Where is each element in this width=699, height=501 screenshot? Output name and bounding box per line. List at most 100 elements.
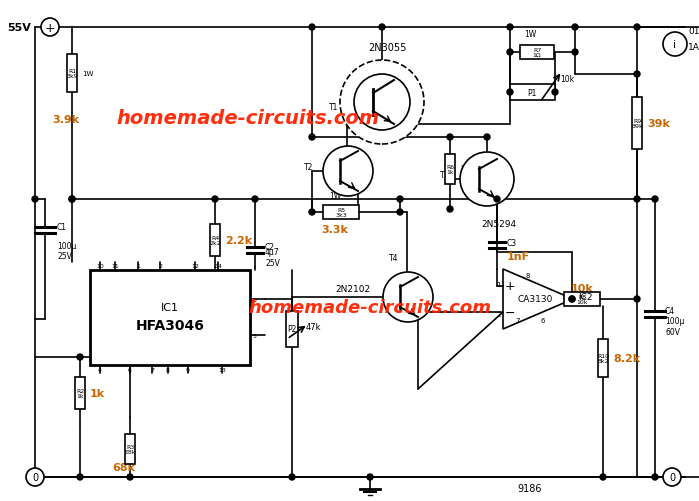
Circle shape: [652, 196, 658, 202]
Text: 3.3k: 3.3k: [322, 224, 348, 234]
Bar: [510, 85, 554, 101]
Circle shape: [340, 61, 424, 145]
Text: R3
68k: R3 68k: [124, 444, 136, 454]
Text: T1: T1: [329, 103, 339, 112]
Text: 9186: 9186: [518, 483, 542, 493]
Text: 10k: 10k: [570, 284, 593, 294]
Bar: [210, 224, 220, 257]
Text: R8
10k: R8 10k: [576, 294, 588, 305]
Text: T3: T3: [440, 170, 449, 179]
Circle shape: [663, 33, 687, 57]
Text: 2.2k: 2.2k: [225, 235, 252, 245]
Text: 3: 3: [575, 297, 579, 303]
Text: 14: 14: [214, 263, 222, 268]
Text: +: +: [45, 22, 55, 35]
Text: R9
39k: R9 39k: [631, 118, 643, 129]
Text: 7: 7: [150, 367, 154, 372]
Text: 10: 10: [96, 263, 104, 268]
Text: 4: 4: [98, 367, 102, 372]
Circle shape: [383, 273, 433, 322]
Circle shape: [447, 206, 453, 212]
Text: 100μ
25V: 100μ 25V: [57, 241, 76, 261]
Circle shape: [572, 50, 578, 56]
Text: 1W: 1W: [82, 71, 94, 77]
Bar: [564, 293, 600, 307]
Text: 6: 6: [128, 367, 132, 372]
Bar: [632, 98, 642, 150]
Text: C4: C4: [665, 307, 675, 316]
Circle shape: [552, 90, 558, 96]
Circle shape: [212, 196, 218, 202]
Circle shape: [507, 25, 513, 31]
Text: 0: 0: [669, 472, 675, 482]
Text: 2N3055: 2N3055: [368, 43, 406, 53]
Text: 3: 3: [253, 297, 257, 302]
Circle shape: [484, 135, 490, 141]
Text: R10
8k2: R10 8k2: [597, 353, 609, 364]
Text: 7: 7: [516, 317, 520, 323]
Text: 2N2102: 2N2102: [335, 285, 370, 294]
Text: R4
2k2: R4 2k2: [209, 235, 221, 246]
Circle shape: [569, 297, 575, 303]
Text: 1W: 1W: [524, 30, 536, 39]
Text: 1: 1: [496, 282, 501, 288]
Circle shape: [289, 474, 295, 480]
Text: 39k: 39k: [647, 119, 670, 129]
Text: 1nF: 1nF: [507, 252, 530, 262]
Circle shape: [323, 147, 373, 196]
Text: 47k: 47k: [306, 323, 322, 332]
Circle shape: [69, 196, 75, 202]
Circle shape: [397, 209, 403, 215]
Text: 5: 5: [253, 333, 257, 338]
Text: 1A: 1A: [688, 44, 699, 53]
Text: 2: 2: [158, 263, 162, 268]
Text: 1k: 1k: [460, 165, 475, 175]
Circle shape: [127, 474, 133, 480]
Text: P2: P2: [287, 325, 296, 334]
Circle shape: [77, 474, 83, 480]
Bar: [598, 339, 608, 377]
Text: IC1: IC1: [161, 303, 179, 313]
Circle shape: [41, 19, 59, 37]
Text: +: +: [505, 280, 515, 293]
Circle shape: [309, 135, 315, 141]
Circle shape: [634, 297, 640, 303]
Text: R5
3k3: R5 3k3: [335, 207, 347, 218]
Text: T2: T2: [303, 162, 313, 171]
Text: 4μ7
25V: 4μ7 25V: [265, 248, 280, 267]
Circle shape: [397, 196, 403, 202]
Circle shape: [379, 25, 385, 31]
Circle shape: [572, 25, 578, 31]
Text: 0: 0: [32, 472, 38, 482]
Text: 13: 13: [218, 367, 226, 372]
Text: 100μ
60V: 100μ 60V: [665, 317, 684, 336]
Text: 3.9k: 3.9k: [52, 115, 79, 125]
Text: 2N2102: 2N2102: [326, 209, 361, 218]
Circle shape: [32, 196, 38, 202]
Text: 2N5294: 2N5294: [482, 219, 517, 228]
Circle shape: [494, 196, 500, 202]
Circle shape: [634, 196, 640, 202]
Text: 01...50V: 01...50V: [688, 28, 699, 37]
Text: 10k: 10k: [560, 75, 574, 84]
Circle shape: [367, 474, 373, 480]
Text: 11: 11: [111, 263, 119, 268]
Circle shape: [600, 474, 606, 480]
Text: 1: 1: [136, 263, 140, 268]
Bar: [75, 377, 85, 409]
Text: R6
1k: R6 1k: [446, 164, 454, 175]
Bar: [445, 155, 455, 185]
Circle shape: [309, 209, 315, 215]
Text: T4: T4: [389, 254, 398, 263]
Circle shape: [652, 474, 658, 480]
Text: 9: 9: [186, 367, 190, 372]
Text: 1W: 1W: [329, 191, 341, 200]
Bar: [90, 270, 250, 365]
Text: R1
3k9: R1 3k9: [66, 69, 78, 79]
Circle shape: [69, 196, 75, 202]
Circle shape: [507, 50, 513, 56]
Circle shape: [354, 75, 410, 131]
Text: −: −: [505, 306, 515, 319]
Circle shape: [26, 468, 44, 486]
Circle shape: [663, 468, 681, 486]
